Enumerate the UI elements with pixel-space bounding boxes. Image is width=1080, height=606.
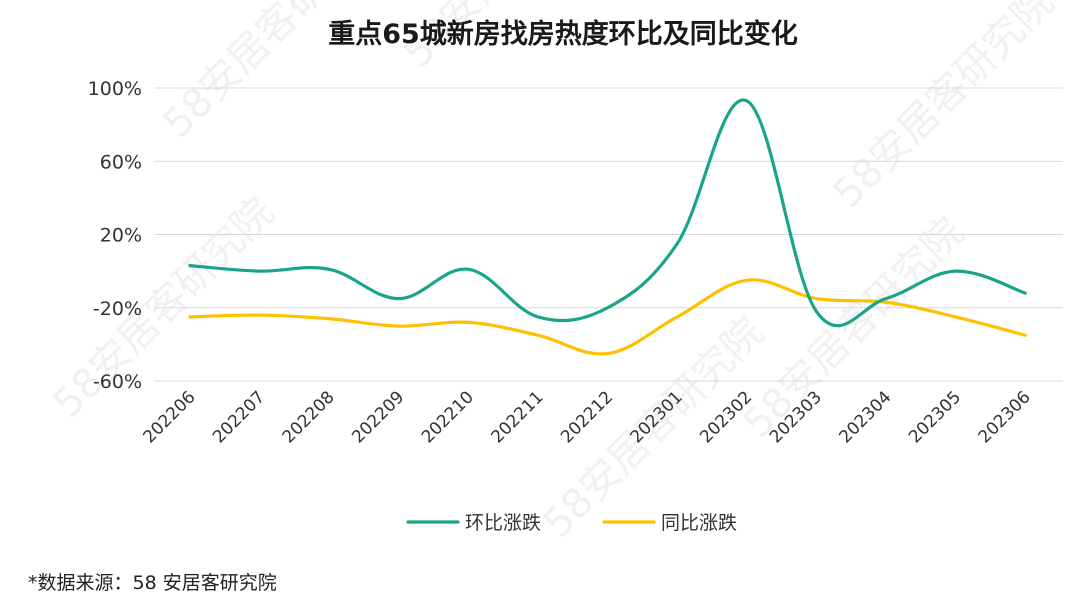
data-point bbox=[467, 321, 469, 323]
legend-label: 同比涨跌 bbox=[661, 512, 737, 534]
data-point bbox=[954, 316, 956, 318]
x-tick-label: 202208 bbox=[279, 387, 339, 447]
y-tick-label: 100% bbox=[88, 78, 142, 100]
x-tick-label: 202305 bbox=[905, 387, 965, 447]
data-point bbox=[885, 297, 887, 299]
x-axis: 202206 202207 202208 202209 202210 202211 2022… bbox=[139, 387, 1034, 447]
data-point bbox=[328, 318, 330, 320]
data-point bbox=[606, 307, 608, 309]
data-point bbox=[676, 242, 678, 244]
data-point bbox=[189, 316, 191, 318]
data-point bbox=[258, 314, 260, 316]
data-point bbox=[537, 316, 539, 318]
x-tick-label: 202306 bbox=[975, 387, 1035, 447]
x-tick-label: 202304 bbox=[835, 387, 895, 447]
data-point bbox=[398, 325, 400, 327]
legend-label: 环比涨跌 bbox=[465, 512, 541, 534]
data-point bbox=[885, 301, 887, 303]
legend-item-mom: 环比涨跌 bbox=[406, 512, 541, 534]
legend-item-yoy: 同比涨跌 bbox=[602, 512, 737, 534]
series-line-mom bbox=[188, 98, 1027, 328]
watermark-layer: 58安居客研究院58安居客研究院58安居客研究院58安居客研究院58安居客研究院… bbox=[45, 0, 1063, 547]
data-point bbox=[954, 270, 956, 272]
data-point bbox=[1024, 292, 1026, 294]
chart-title: 重点65城新房找房热度环比及同比变化 bbox=[328, 18, 798, 50]
source-note: *数据来源：58 安居客研究院 bbox=[28, 572, 277, 594]
y-tick-label: 20% bbox=[100, 225, 142, 247]
x-tick-label: 202211 bbox=[487, 387, 547, 447]
x-tick-label: 202209 bbox=[348, 387, 408, 447]
legend: 环比涨跌 同比涨跌 bbox=[406, 512, 737, 534]
x-tick-label: 202210 bbox=[418, 387, 478, 447]
data-point bbox=[467, 268, 469, 270]
watermark-text: 58安居客研究院 bbox=[825, 0, 1063, 217]
x-tick-label: 202206 bbox=[139, 387, 199, 447]
data-point bbox=[398, 297, 400, 299]
x-tick-label: 202207 bbox=[209, 387, 269, 447]
data-point bbox=[746, 279, 748, 281]
data-point bbox=[815, 297, 817, 299]
data-point bbox=[746, 100, 748, 102]
data-point bbox=[189, 264, 191, 266]
x-tick-label: 202212 bbox=[557, 387, 617, 447]
y-tick-label: 60% bbox=[100, 151, 142, 173]
data-point bbox=[258, 270, 260, 272]
series-layer bbox=[188, 98, 1027, 356]
y-axis: 100% 60% 20% -20% -60% bbox=[88, 78, 142, 393]
y-tick-label: -20% bbox=[93, 298, 142, 320]
data-point bbox=[815, 310, 817, 312]
data-point bbox=[537, 334, 539, 336]
data-point bbox=[328, 268, 330, 270]
data-point bbox=[676, 316, 678, 318]
data-point bbox=[606, 352, 608, 354]
data-point bbox=[1024, 334, 1026, 336]
series-line-yoy bbox=[188, 278, 1027, 356]
y-tick-label: -60% bbox=[93, 371, 142, 393]
